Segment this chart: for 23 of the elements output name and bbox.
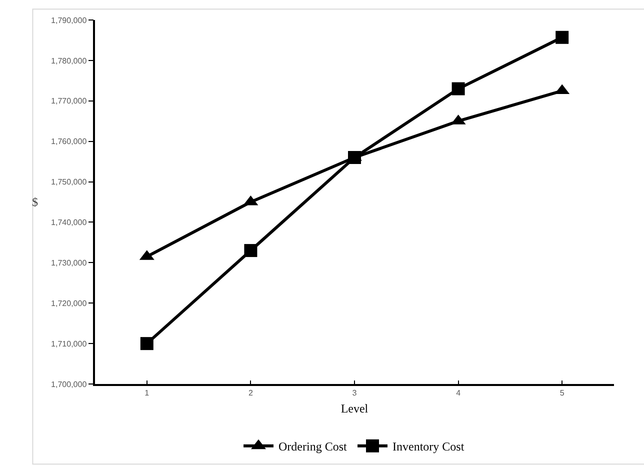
x-tick-label: 3 [352,388,358,398]
x-tick-label: 4 [456,388,462,398]
y-tick-label: 1,790,000 [51,16,88,25]
y-tick-label: 1,710,000 [51,339,88,348]
x-tick-label: 2 [248,388,254,398]
y-tick-label: 1,770,000 [51,96,88,106]
y-axis-title: $ [32,195,38,209]
x-tick-label: 1 [144,388,150,398]
y-tick-label: 1,740,000 [51,218,88,228]
y-tick-label: 1,700,000 [51,380,88,389]
y-tick-label: 1,720,000 [51,298,88,308]
legend-label: Inventory Cost [392,440,465,454]
y-tick-label: 1,780,000 [51,56,88,66]
legend-label: Ordering Cost [278,440,348,454]
point [244,244,258,258]
y-tick-label: 1,750,000 [51,178,88,187]
point [452,82,465,96]
x-axis-title: Level [340,402,369,416]
point [556,30,569,44]
y-tick-label: 1,730,000 [51,258,88,268]
point [140,337,154,350]
y-tick-label: 1,760,000 [51,137,88,146]
x-tick-label: 5 [560,388,565,398]
